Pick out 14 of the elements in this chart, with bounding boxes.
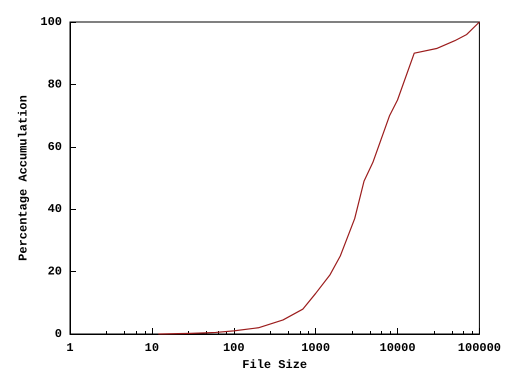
y-tick-label: 100 xyxy=(40,15,62,29)
y-tick-label: 80 xyxy=(48,77,62,92)
y-tick-label: 60 xyxy=(48,140,62,154)
x-tick-label: 1000 xyxy=(301,341,330,355)
y-tick-label: 40 xyxy=(48,202,62,216)
y-tick-label: 20 xyxy=(48,264,62,279)
x-tick-label: 1 xyxy=(66,341,74,355)
x-tick-label: 100000 xyxy=(458,341,502,355)
x-axis-title: File Size xyxy=(242,358,308,372)
x-tick-label: 100 xyxy=(222,341,245,355)
x-tick-label: 10000 xyxy=(380,341,416,355)
y-tick-label: 0 xyxy=(54,327,62,341)
y-axis-title: Percentage Accumulation xyxy=(16,95,30,261)
x-tick-label: 10 xyxy=(144,341,160,355)
